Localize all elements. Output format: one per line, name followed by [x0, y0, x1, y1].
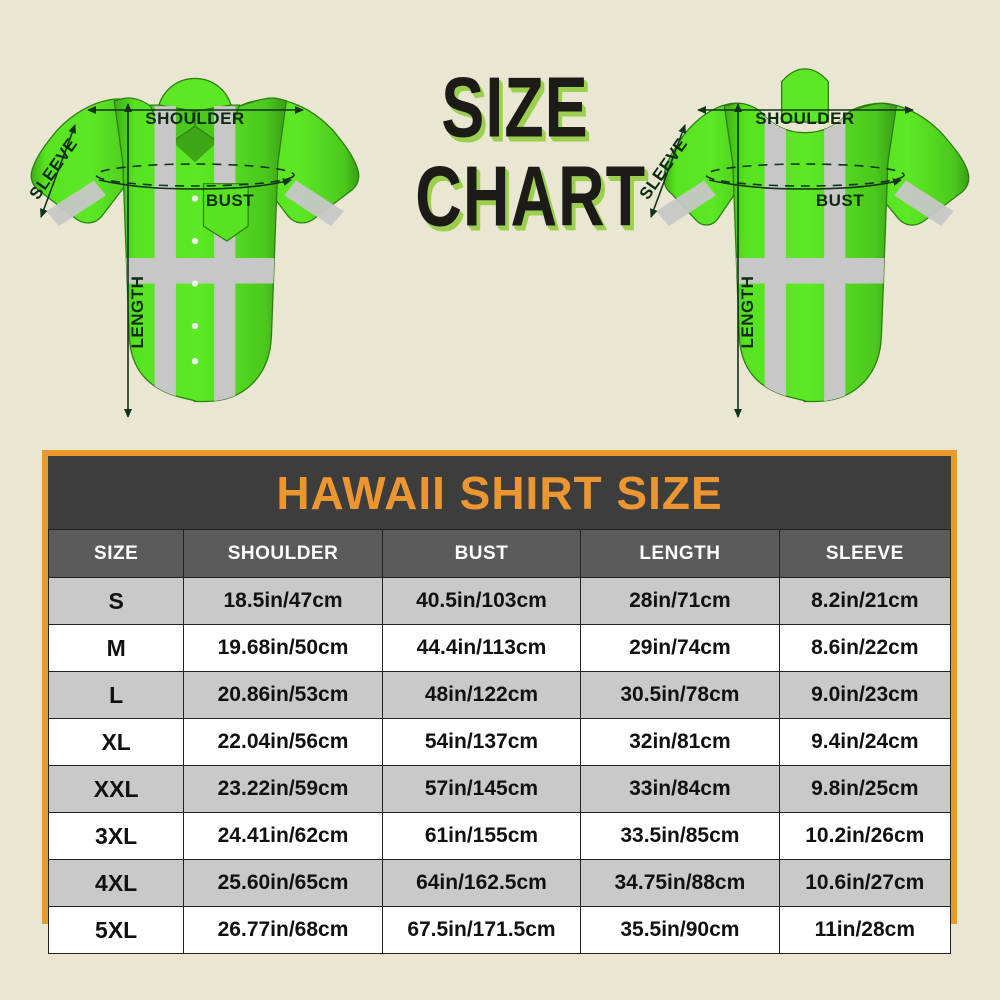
- svg-text:BUST: BUST: [206, 191, 254, 210]
- svg-text:SHOULDER: SHOULDER: [145, 109, 244, 128]
- svg-text:SLEEVE: SLEEVE: [636, 135, 692, 203]
- svg-text:SHOULDER: SHOULDER: [755, 109, 854, 128]
- svg-text:LENGTH: LENGTH: [128, 276, 147, 349]
- svg-text:BUST: BUST: [816, 191, 864, 210]
- svg-text:SLEEVE: SLEEVE: [26, 135, 82, 203]
- svg-text:LENGTH: LENGTH: [738, 276, 757, 349]
